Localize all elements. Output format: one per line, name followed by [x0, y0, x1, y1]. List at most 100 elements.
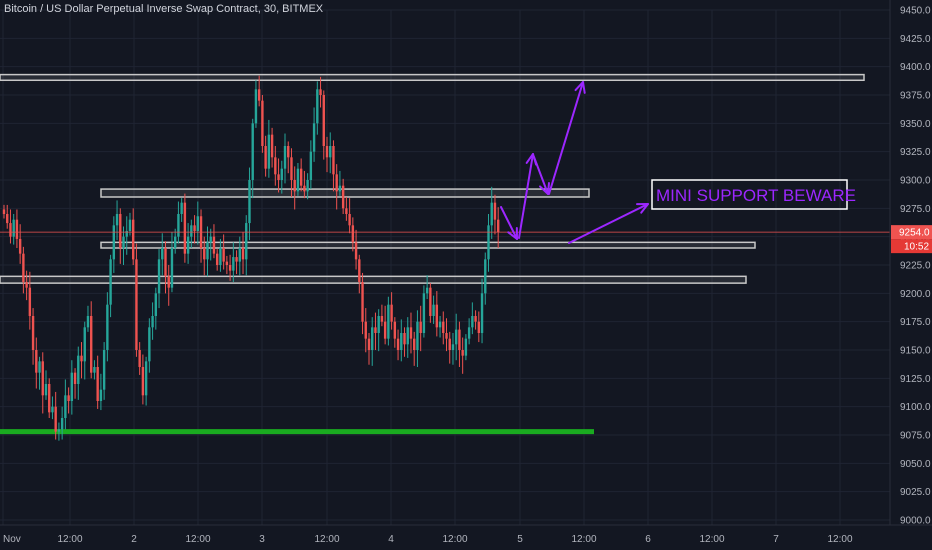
time-tick-label: 12:00	[57, 534, 82, 545]
price-tick-label: 9075.0	[900, 431, 931, 442]
candle-body	[345, 208, 348, 214]
candle-body	[41, 361, 44, 396]
candle-body	[377, 316, 380, 333]
candle-body	[154, 293, 158, 316]
candle-body	[193, 225, 196, 231]
candle-body	[60, 418, 64, 430]
candle-body	[122, 236, 125, 248]
candle-body	[254, 89, 258, 124]
candle-body	[128, 219, 132, 231]
candle-body	[396, 338, 400, 350]
candle-body	[400, 333, 403, 350]
candle-body	[280, 168, 283, 180]
candle-body	[471, 316, 474, 328]
candle-body	[173, 236, 177, 248]
candle-body	[413, 338, 416, 350]
candle-body	[167, 276, 170, 288]
candle-body	[196, 216, 199, 231]
candle-body	[467, 327, 471, 339]
candle-body	[419, 321, 422, 333]
candle-body	[429, 287, 432, 316]
price-tick-label: 9450.0	[900, 6, 931, 17]
candle-body	[6, 214, 9, 224]
candle-body	[12, 219, 15, 237]
candle-body	[51, 406, 54, 413]
candle-body	[270, 134, 274, 158]
time-tick-label: 12:00	[571, 534, 596, 545]
candle-body	[70, 372, 74, 401]
price-tick-label: 9200.0	[900, 289, 931, 300]
time-tick-label: 12:00	[185, 534, 210, 545]
candle-body	[274, 157, 277, 175]
candle-body	[225, 261, 229, 265]
price-tick-label: 9100.0	[900, 402, 931, 413]
candle-body	[422, 293, 426, 333]
candle-body	[186, 236, 190, 254]
candle-body	[493, 202, 497, 220]
candle-body	[361, 282, 364, 322]
current-price-label: 9254.0	[899, 228, 930, 239]
time-tick-label: 6	[645, 534, 651, 545]
price-tick-label: 9050.0	[900, 459, 931, 470]
arrow-to-note-head	[636, 203, 649, 214]
arrow-up-to-target	[548, 81, 584, 195]
time-axis[interactable]: Nov 12:00 2 12:00 3 12:00 4 12:00 5 12:00 6 12:00 7 1…	[0, 524, 932, 545]
candle-body	[251, 123, 254, 180]
candle-body	[409, 327, 413, 339]
candle-body	[135, 259, 138, 350]
candle-body	[141, 367, 145, 396]
time-tick-label: 3	[259, 534, 265, 545]
candle-body	[177, 214, 180, 237]
candle-body	[309, 151, 313, 180]
candle-body	[170, 248, 174, 288]
candle-body	[257, 89, 261, 101]
time-tick-label: 4	[388, 534, 394, 545]
candle-body	[261, 100, 264, 146]
candle-body	[22, 253, 25, 282]
candle-body	[325, 146, 329, 158]
candle-body	[387, 304, 390, 339]
time-tick-label: Nov	[3, 534, 21, 545]
candle-body	[448, 338, 451, 350]
note-box	[651, 179, 848, 210]
candle-body	[183, 202, 187, 254]
candle-body	[209, 236, 212, 243]
projection-arrows	[500, 81, 649, 244]
candle-body	[496, 219, 500, 233]
candle-body	[371, 327, 374, 350]
arrow-down-to-support-head	[507, 227, 518, 240]
countdown-label: 10:52	[904, 242, 929, 253]
candle-body	[364, 321, 367, 339]
candle-body	[67, 395, 70, 401]
candle-body	[290, 157, 293, 180]
candle-body	[351, 225, 355, 243]
arrow-up-to-level	[518, 153, 534, 239]
time-tick-label: 12:00	[314, 534, 339, 545]
candle-body	[35, 350, 38, 373]
candle-body	[316, 89, 319, 124]
candle-body	[212, 236, 216, 254]
time-tick-label: 5	[517, 534, 523, 545]
arrow-down-to-support	[500, 206, 518, 240]
candle-body	[106, 304, 109, 350]
candle-body	[296, 168, 300, 192]
candle-body	[102, 350, 106, 390]
candle-body	[299, 168, 303, 186]
candle-body	[219, 248, 222, 265]
candle-body	[180, 202, 183, 214]
candle-body	[83, 327, 86, 362]
candle-body	[190, 225, 193, 237]
candle-body	[48, 384, 51, 413]
candle-body	[9, 223, 12, 237]
candle-body	[119, 214, 122, 248]
price-axis[interactable]: 9450.0 9425.0 9400.0 9375.0 9350.0 9325.0 9300…	[889, 0, 931, 527]
price-tick-label: 9400.0	[900, 62, 931, 73]
price-tag-background	[891, 225, 932, 240]
candle-body	[332, 146, 335, 175]
candle-body	[474, 316, 477, 322]
price-tick-label: 9025.0	[900, 487, 931, 498]
candle-body	[348, 214, 351, 226]
resistance-level-box	[0, 275, 747, 284]
mini-support-note: MINI SUPPORT BEWARE	[651, 179, 856, 210]
